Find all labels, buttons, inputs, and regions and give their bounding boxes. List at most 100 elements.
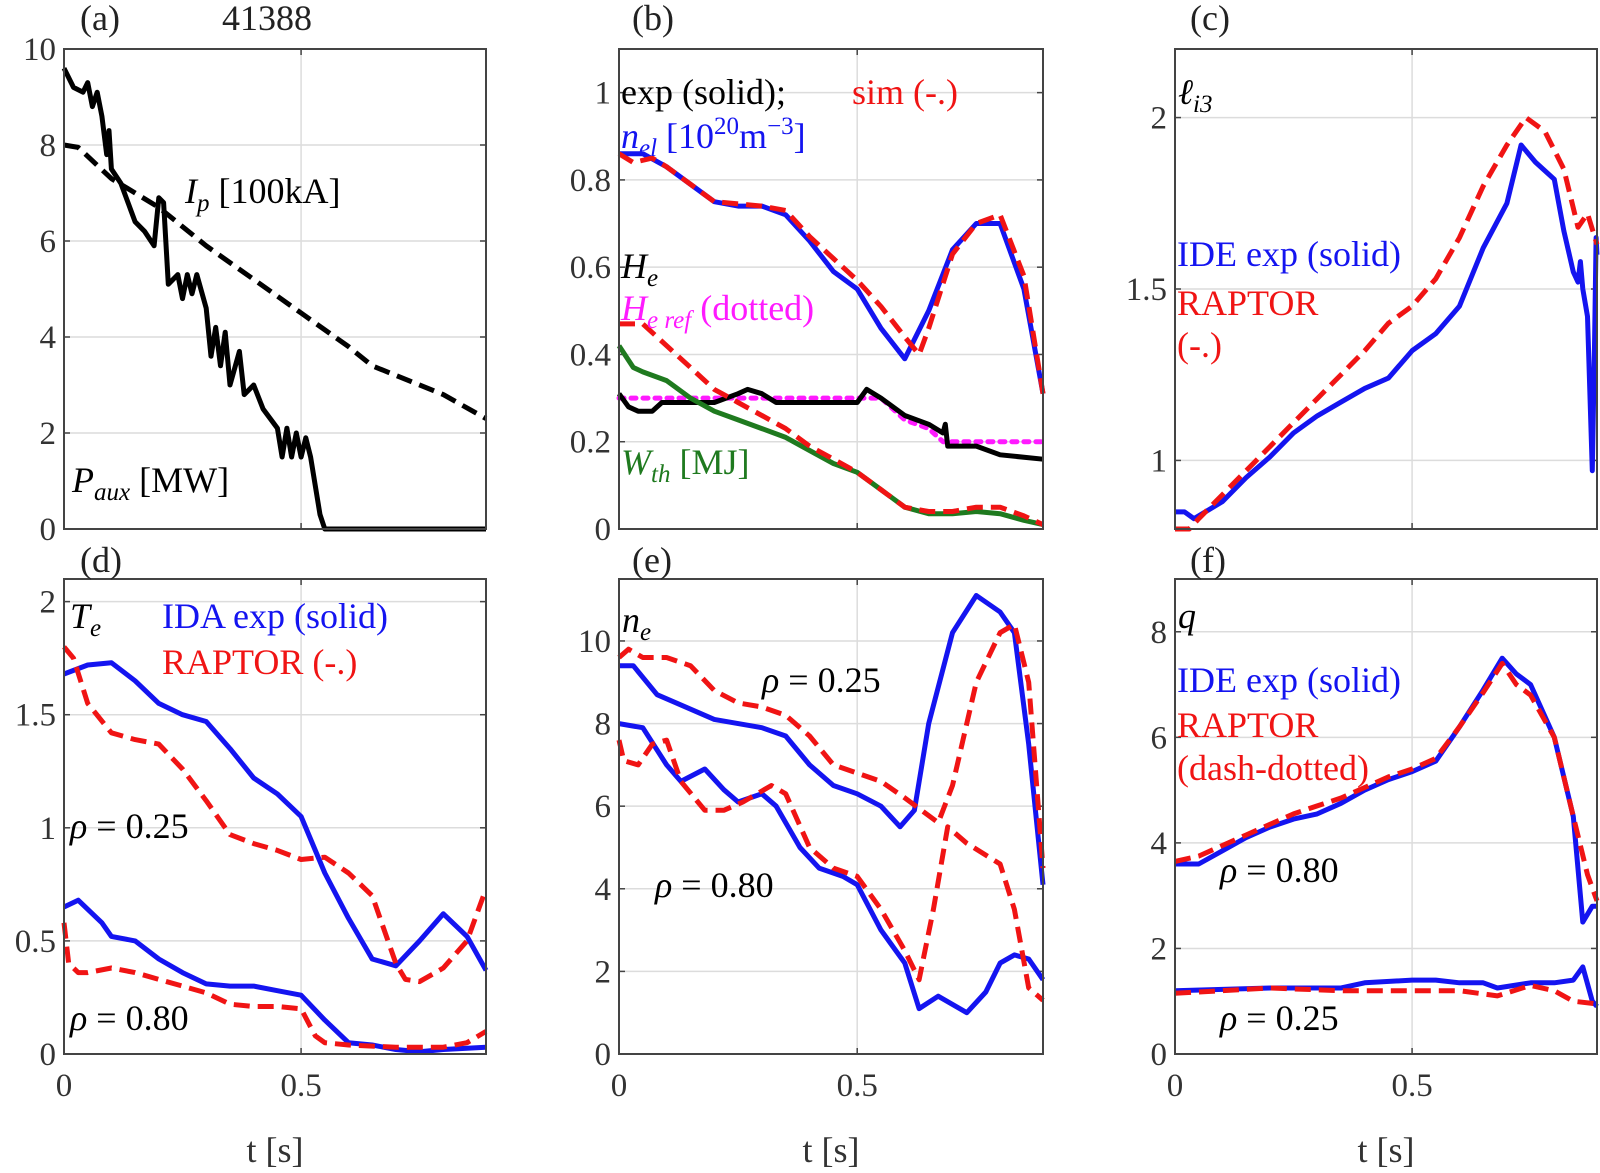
annotation-text: ρ = 0.80 <box>1219 850 1339 890</box>
annotation-segment: H <box>620 246 649 286</box>
y-tick-label: 0 <box>40 512 57 548</box>
axes-box <box>618 48 1044 530</box>
annotation-segment: = 0.80 <box>672 865 773 905</box>
axes-box <box>1174 48 1598 530</box>
annotation-segment: = 0.25 <box>1237 998 1338 1038</box>
annotation-segment: P <box>71 460 94 500</box>
annotation-text: He ref (dotted) <box>620 288 814 334</box>
y-tick-label: 1.5 <box>1126 272 1167 308</box>
axes-box <box>1174 578 1598 1055</box>
x-axis-label: t [s] <box>803 1130 860 1170</box>
panel-label: (d) <box>80 540 122 580</box>
y-tick-label: 4 <box>40 320 57 356</box>
annotation-text: ρ = 0.25 <box>69 806 189 846</box>
axes-box <box>618 578 1044 1055</box>
series-line-red-dashed <box>617 151 1046 395</box>
annotation-text: q <box>1178 596 1196 636</box>
annotation-text: IDA exp (solid) <box>162 596 388 636</box>
annotation-segment: n <box>622 600 640 640</box>
annotation-segment: ℓ <box>1178 72 1193 112</box>
annotation-segment: ] <box>794 116 806 156</box>
series-line-black-dashed <box>63 142 488 421</box>
annotation-segment: n <box>621 116 639 156</box>
y-tick-label: 1 <box>595 76 612 112</box>
annotation-segment: (-.) <box>1177 325 1222 365</box>
annotation-segment: (dotted) <box>691 288 814 328</box>
annotation-text: ℓi3 <box>1178 72 1212 118</box>
annotation-segment: IDA exp (solid) <box>162 596 388 636</box>
y-tick-label: 4 <box>595 872 612 908</box>
x-axis-label: t [s] <box>1358 1130 1415 1170</box>
series-line-black-solid <box>616 386 1044 462</box>
series-line-red-dashed <box>61 922 488 1050</box>
annotation-segment: = 0.80 <box>1237 850 1338 890</box>
annotation-text: ρ = 0.80 <box>654 865 774 905</box>
panel-f: 0 2 4 6 8 0 0.5 t [s] (f) q IDE exp (solid) RAPTOR(… <box>1151 540 1600 1170</box>
annotation-text: IDE exp (solid) <box>1177 234 1401 274</box>
annotation-segment: e ref <box>647 307 694 334</box>
x-tick-label: 0.5 <box>837 1068 878 1104</box>
annotation-segment: = 0.80 <box>87 998 188 1038</box>
series-line-red-dashed <box>619 321 1045 527</box>
y-tick-label: 0 <box>40 1037 57 1073</box>
annotation-segment: I <box>184 171 199 211</box>
annotation-segment: ρ <box>761 660 779 700</box>
annotation-segment: ρ <box>69 998 87 1038</box>
series-line-blue-solid <box>619 593 1046 885</box>
annotation-segment: H <box>620 288 649 328</box>
annotation-text: exp (solid); <box>621 72 786 112</box>
panel-label: (f) <box>1190 540 1226 580</box>
y-tick-label: 0 <box>1151 1037 1168 1073</box>
panel-c: 1 1.5 2 (c) ℓi3 IDE exp (solid) RAPTOR(-.) <box>1126 0 1600 532</box>
annotation-segment: aux <box>94 479 130 506</box>
annotation-text: ρ = 0.25 <box>1219 998 1339 1038</box>
y-tick-label: 2 <box>40 585 57 621</box>
annotation-segment: −3 <box>767 113 794 140</box>
annotation-segment: RAPTOR <box>1177 283 1318 323</box>
annotation-segment: T <box>70 596 93 636</box>
y-tick-label: 6 <box>595 789 612 825</box>
annotation-segment: RAPTOR (-.) <box>162 642 357 682</box>
y-tick-label: 4 <box>1151 826 1168 862</box>
panel-label: (b) <box>632 0 674 38</box>
x-axis-label: t [s] <box>247 1130 304 1170</box>
series-line-blue-solid <box>1174 964 1599 1009</box>
y-tick-label: 8 <box>40 128 57 164</box>
annotation-segment: = 0.25 <box>779 660 880 700</box>
y-tick-label: 8 <box>1151 615 1168 651</box>
annotation-text: (dash-dotted) <box>1177 748 1369 788</box>
annotation-segment: [100kA] <box>210 171 341 211</box>
annotation-segment: el <box>639 135 657 162</box>
panel-b: 0 0.2 0.4 0.6 0.8 1 (b) exp (solid); sim (-.) nel… <box>570 0 1046 548</box>
series-line-blue-solid <box>1175 142 1600 522</box>
y-tick-label: 0.8 <box>570 163 611 199</box>
series-line-red-dashed <box>1174 982 1598 1007</box>
series-line-green-solid <box>616 344 1044 528</box>
y-tick-label: 10 <box>23 32 56 68</box>
y-tick-label: 2 <box>1151 931 1168 967</box>
y-tick-label: 8 <box>595 707 612 743</box>
annotation-segment: 20 <box>714 113 739 140</box>
panel-label: (a) <box>80 0 120 38</box>
annotation-segment: [10 <box>657 116 714 156</box>
x-tick-label: 0.5 <box>1391 1068 1432 1104</box>
x-tick-label: 0 <box>56 1068 73 1104</box>
annotation-text: ρ = 0.25 <box>761 660 881 700</box>
y-tick-label: 0.2 <box>570 425 611 461</box>
axes-box <box>63 578 487 1055</box>
y-tick-label: 2 <box>40 416 57 452</box>
series-line-red-dashed <box>62 645 489 985</box>
y-tick-label: 0.5 <box>15 924 56 960</box>
annotation-text: Te <box>70 596 101 642</box>
annotation-segment: = 0.25 <box>87 806 188 846</box>
annotation-segment: th <box>651 461 670 488</box>
y-tick-label: 6 <box>1151 720 1168 756</box>
annotation-text: Paux [MW] <box>71 460 229 506</box>
annotation-segment: p <box>195 190 210 217</box>
annotation-segment: i3 <box>1193 91 1212 118</box>
annotation-segment: m <box>739 116 767 156</box>
series-line-magenta-dotted <box>616 395 1046 445</box>
annotation-segment: q <box>1178 596 1196 636</box>
